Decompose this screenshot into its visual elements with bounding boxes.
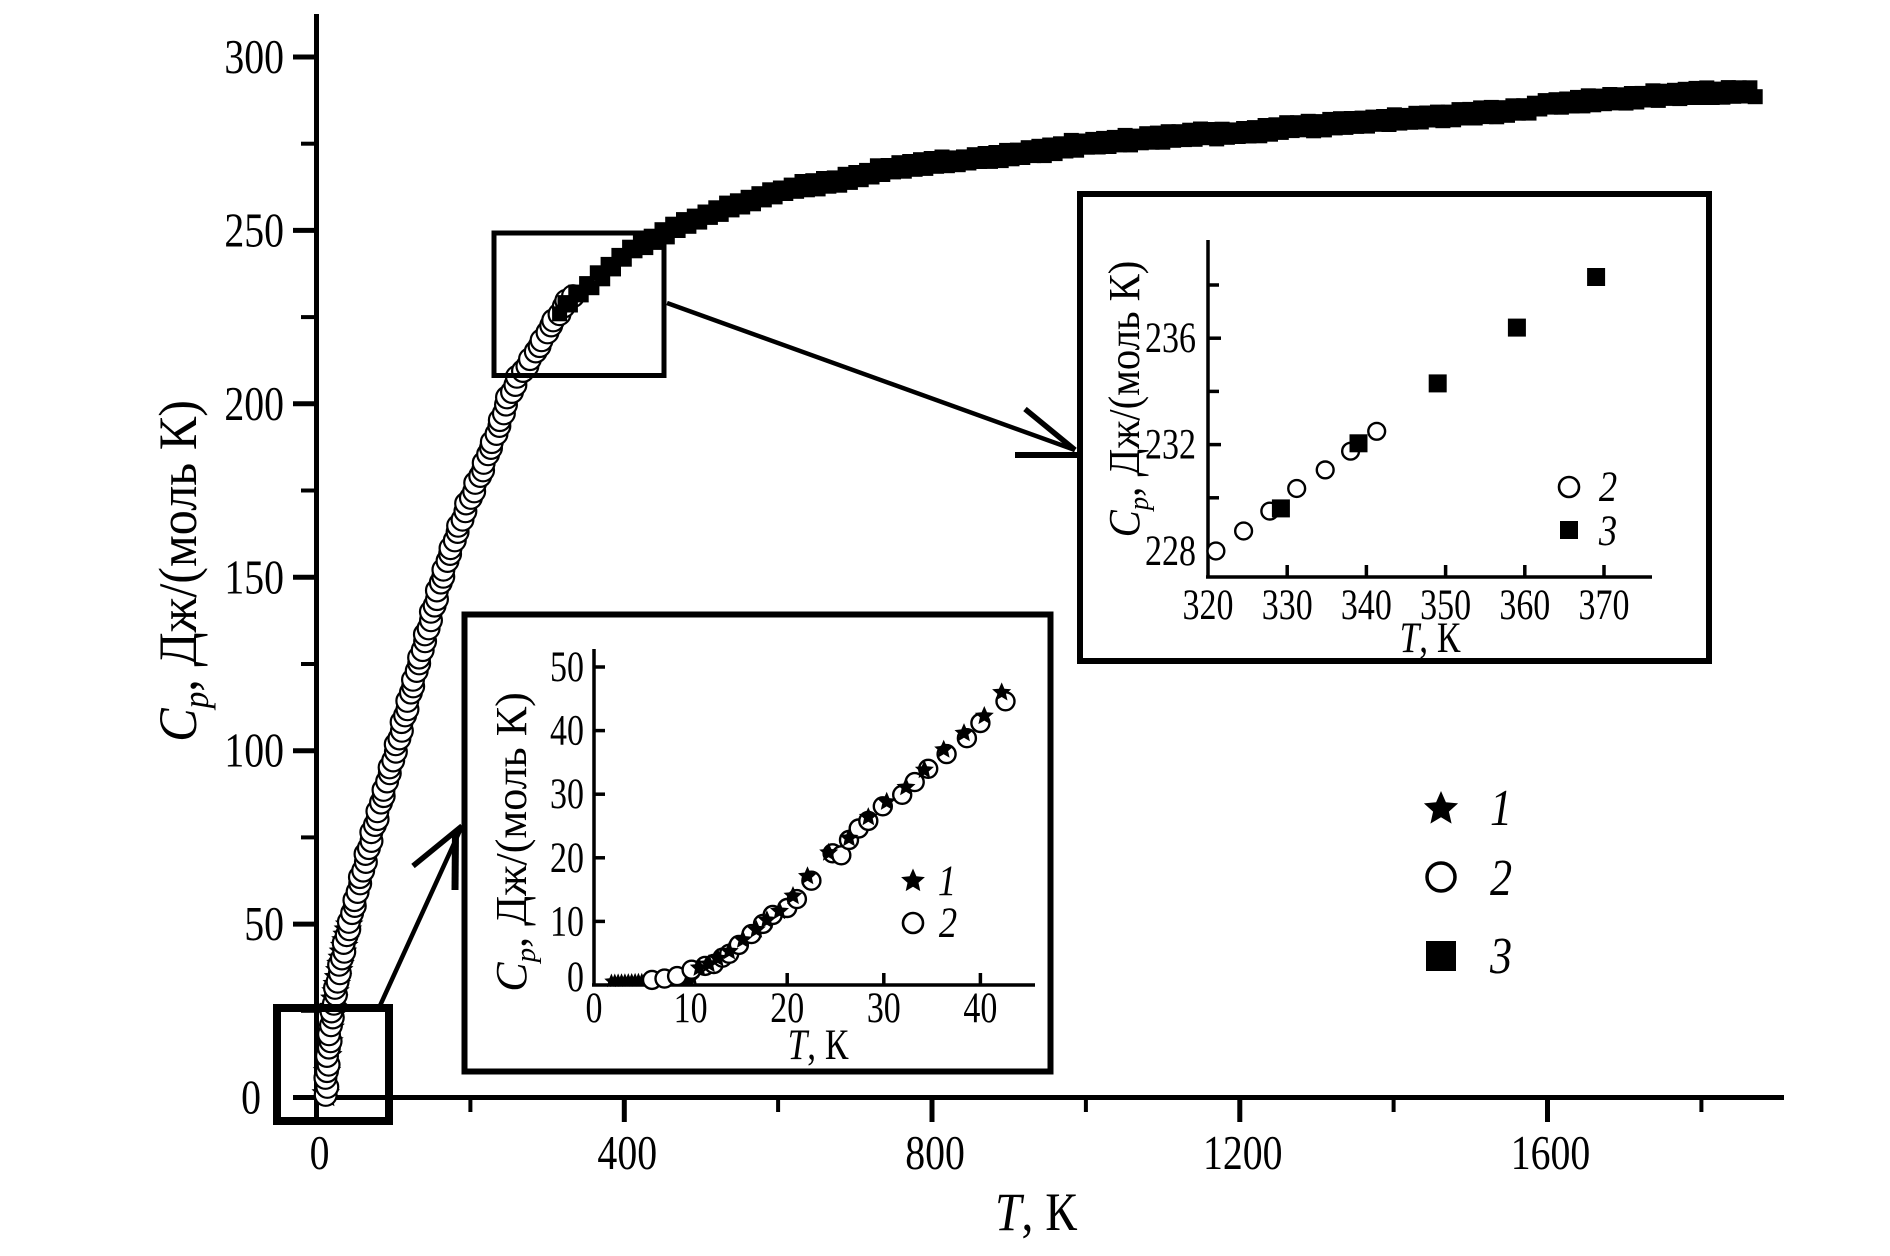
svg-text:320: 320	[1183, 581, 1234, 629]
svg-text:1: 1	[938, 856, 956, 904]
svg-text:360: 360	[1499, 581, 1550, 629]
svg-text:150: 150	[224, 550, 284, 605]
svg-text:300: 300	[224, 29, 284, 84]
svg-text:50: 50	[244, 896, 284, 951]
svg-text:T, К: T, К	[788, 1021, 849, 1069]
svg-text:100: 100	[224, 723, 284, 778]
svg-text:Cp, Дж/(моль К): Cp, Дж/(моль К)	[1101, 261, 1156, 538]
svg-text:1200: 1200	[1203, 1125, 1283, 1180]
svg-text:10: 10	[550, 898, 584, 946]
svg-text:T, К: T, К	[1400, 614, 1461, 662]
svg-text:1: 1	[1490, 780, 1512, 837]
svg-text:350: 350	[1420, 581, 1471, 629]
svg-text:Cp, Дж/(моль К): Cp, Дж/(моль К)	[487, 692, 542, 991]
svg-text:2: 2	[1490, 850, 1512, 907]
svg-text:228: 228	[1145, 527, 1196, 575]
svg-text:400: 400	[597, 1125, 657, 1180]
svg-text:340: 340	[1341, 581, 1392, 629]
svg-text:30: 30	[550, 770, 584, 818]
svg-text:2: 2	[1599, 462, 1617, 510]
svg-text:0: 0	[241, 1070, 261, 1125]
svg-text:800: 800	[905, 1125, 965, 1180]
svg-text:20: 20	[550, 834, 584, 882]
svg-text:40: 40	[550, 707, 584, 755]
svg-text:0: 0	[586, 984, 603, 1032]
svg-text:40: 40	[963, 984, 997, 1032]
svg-text:200: 200	[224, 376, 284, 431]
svg-text:50: 50	[550, 643, 584, 691]
svg-text:3: 3	[1489, 928, 1512, 985]
svg-text:0: 0	[567, 953, 584, 1001]
svg-text:30: 30	[867, 984, 901, 1032]
svg-text:10: 10	[674, 984, 708, 1032]
svg-text:20: 20	[770, 984, 804, 1032]
svg-text:T, К: T, К	[995, 1183, 1078, 1242]
svg-text:370: 370	[1579, 581, 1630, 629]
svg-text:0: 0	[310, 1125, 330, 1180]
svg-text:Cp, Дж/(моль К): Cp, Дж/(моль К)	[149, 400, 216, 742]
svg-text:3: 3	[1598, 506, 1617, 554]
svg-text:2: 2	[939, 898, 957, 946]
svg-text:232: 232	[1145, 421, 1196, 469]
svg-text:330: 330	[1262, 581, 1313, 629]
svg-text:236: 236	[1145, 314, 1196, 362]
svg-text:1600: 1600	[1511, 1125, 1591, 1180]
svg-text:250: 250	[224, 203, 284, 258]
